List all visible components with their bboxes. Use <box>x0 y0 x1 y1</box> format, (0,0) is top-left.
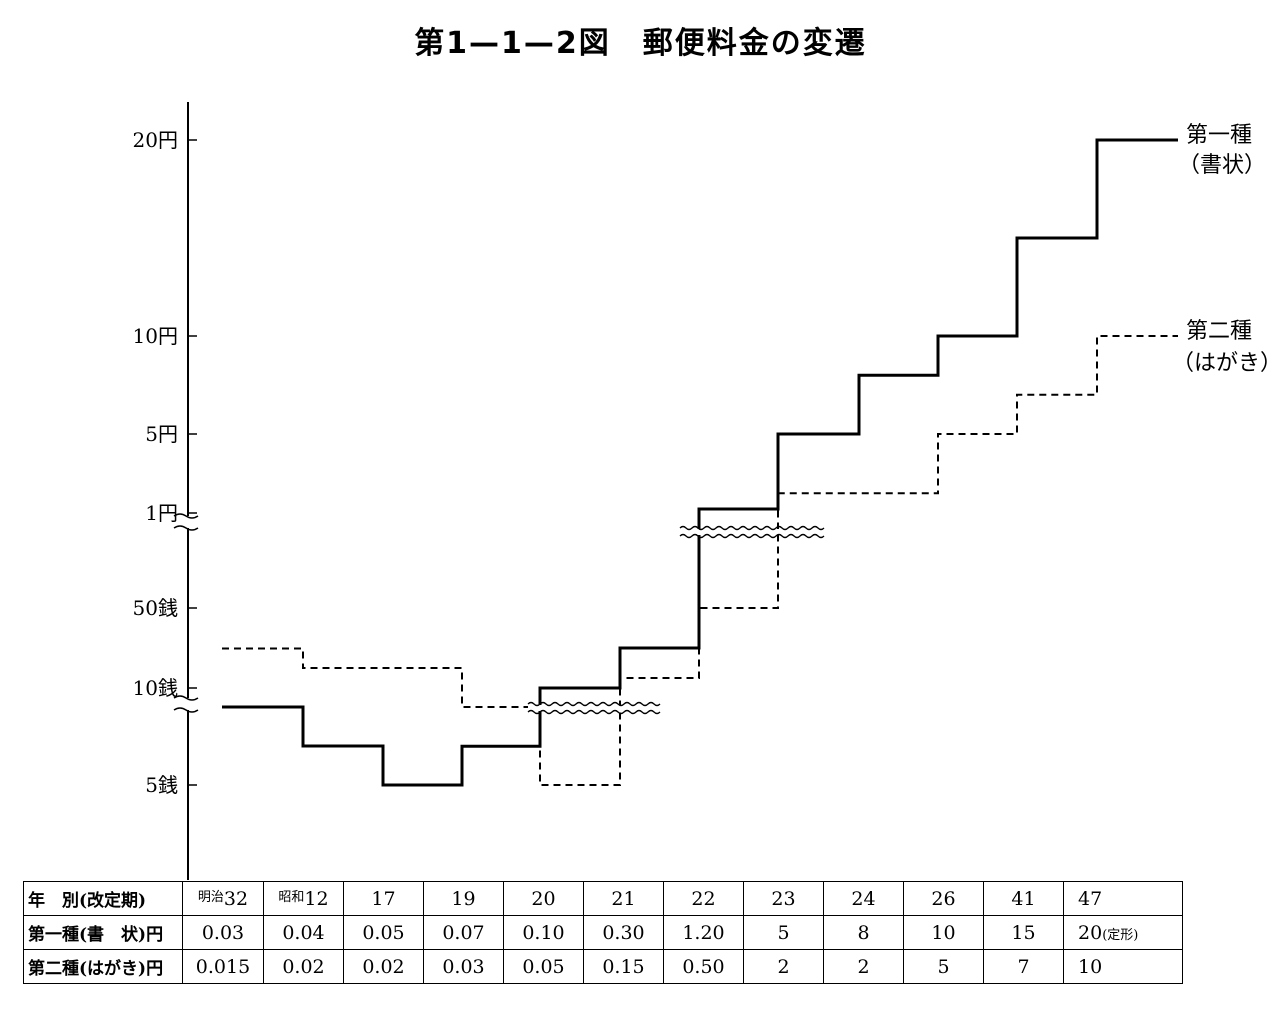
table-cell: 0.10 <box>503 915 584 950</box>
table-cell-year: 昭和12 <box>263 881 344 916</box>
series-second-class-line <box>222 335 1178 786</box>
y-tick-label: 5銭 <box>145 773 178 797</box>
era-meiji-label: 明治 <box>197 889 224 905</box>
table-cell-year: 17 <box>343 881 424 916</box>
table-cell: 0.015 <box>182 949 264 984</box>
table-cell: 5 <box>743 915 824 950</box>
y-tick-label: 5円 <box>145 422 178 446</box>
row-label-first-class: 第一種(書 状)円 <box>23 915 183 950</box>
axis-break-mark <box>173 695 199 713</box>
y-tick-label: 50銭 <box>133 596 178 620</box>
table-cell-year: 明治32 <box>182 881 264 916</box>
break-gap <box>680 529 818 535</box>
axis-break-gap <box>184 698 192 710</box>
table-cell: 1.20 <box>663 915 744 950</box>
table-cell: 0.03 <box>182 915 264 950</box>
table-cell-year: 21 <box>583 881 664 916</box>
legend-first-line2: （書状） <box>1178 153 1266 178</box>
break-wave <box>679 525 825 531</box>
table-cell: 8 <box>823 915 904 950</box>
series-first-class-line <box>222 138 1178 787</box>
break-wave <box>527 709 661 715</box>
y-tick-label: 10円 <box>133 324 178 348</box>
axis-break-mark <box>173 513 199 531</box>
break-wave <box>679 533 825 539</box>
postage-rate-chart: 20円 10円 5円 1円 50銭 10銭 5銭 第一種 （書状） 第二種 （はがき） <box>133 102 1281 880</box>
y-tick-label: 10銭 <box>133 676 178 700</box>
table-cell: 5 <box>903 949 984 984</box>
table-cell: 0.02 <box>343 949 424 984</box>
table-row-years: 年 別(改定期) 明治32 昭和12 17 19 20 21 22 23 24 … <box>23 881 1183 916</box>
table-cell-year: 23 <box>743 881 824 916</box>
legend-second-line2: （はがき） <box>1172 351 1281 376</box>
table-cell-year: 24 <box>823 881 904 916</box>
axis-break-gap <box>184 516 192 528</box>
table-cell: 2 <box>743 949 824 984</box>
table-cell: 0.03 <box>423 949 504 984</box>
table-cell: 20(定形) <box>1063 915 1183 950</box>
table-header-label: 年 別(改定期) <box>23 881 183 916</box>
y-tick-label: 20円 <box>133 128 178 152</box>
table-cell-year: 41 <box>983 881 1064 916</box>
table-cell: 0.05 <box>343 915 424 950</box>
table-cell-year: 22 <box>663 881 744 916</box>
table-cell: 10 <box>1063 949 1183 984</box>
table-cell: 10 <box>903 915 984 950</box>
table-cell: 7 <box>983 949 1064 984</box>
table-cell: 0.05 <box>503 949 584 984</box>
table-row-first-class: 第一種(書 状)円 0.03 0.04 0.05 0.07 0.10 0.30 … <box>23 915 1183 950</box>
table-cell: 0.30 <box>583 915 664 950</box>
table-cell-year: 19 <box>423 881 504 916</box>
table-cell: 15 <box>983 915 1064 950</box>
table-cell: 0.02 <box>263 949 344 984</box>
table-cell: 0.04 <box>263 915 344 950</box>
table-cell: 2 <box>823 949 904 984</box>
step-series <box>222 138 1178 787</box>
table-row-second-class: 第二種(はがき)円 0.015 0.02 0.02 0.03 0.05 0.15… <box>23 949 1183 984</box>
break-wave <box>527 701 661 707</box>
axis-break-marks <box>173 513 825 715</box>
break-gap <box>528 705 650 711</box>
era-showa-label: 昭和 <box>278 889 305 905</box>
y-tick-label: 1円 <box>145 501 178 525</box>
legend-second-line1: 第二種 <box>1186 319 1252 344</box>
y-axis-ticks: 20円 10円 5円 1円 50銭 10銭 5銭 <box>133 128 197 797</box>
rate-table: 年 別(改定期) 明治32 昭和12 17 19 20 21 22 23 24 … <box>23 881 1183 984</box>
legend-first-line1: 第一種 <box>1186 123 1252 148</box>
table-cell-year: 20 <box>503 881 584 916</box>
teikei-note: (定形) <box>1102 927 1139 943</box>
table-cell: 0.07 <box>423 915 504 950</box>
chart-title: 第1—1—2図 郵便料金の変遷 <box>414 26 867 61</box>
row-label-second-class: 第二種(はがき)円 <box>23 949 183 984</box>
table-cell: 0.50 <box>663 949 744 984</box>
table-cell-year: 47 <box>1063 881 1183 916</box>
table-cell-year: 26 <box>903 881 984 916</box>
table-cell: 0.15 <box>583 949 664 984</box>
legend: 第一種 （書状） 第二種 （はがき） <box>1172 123 1281 376</box>
